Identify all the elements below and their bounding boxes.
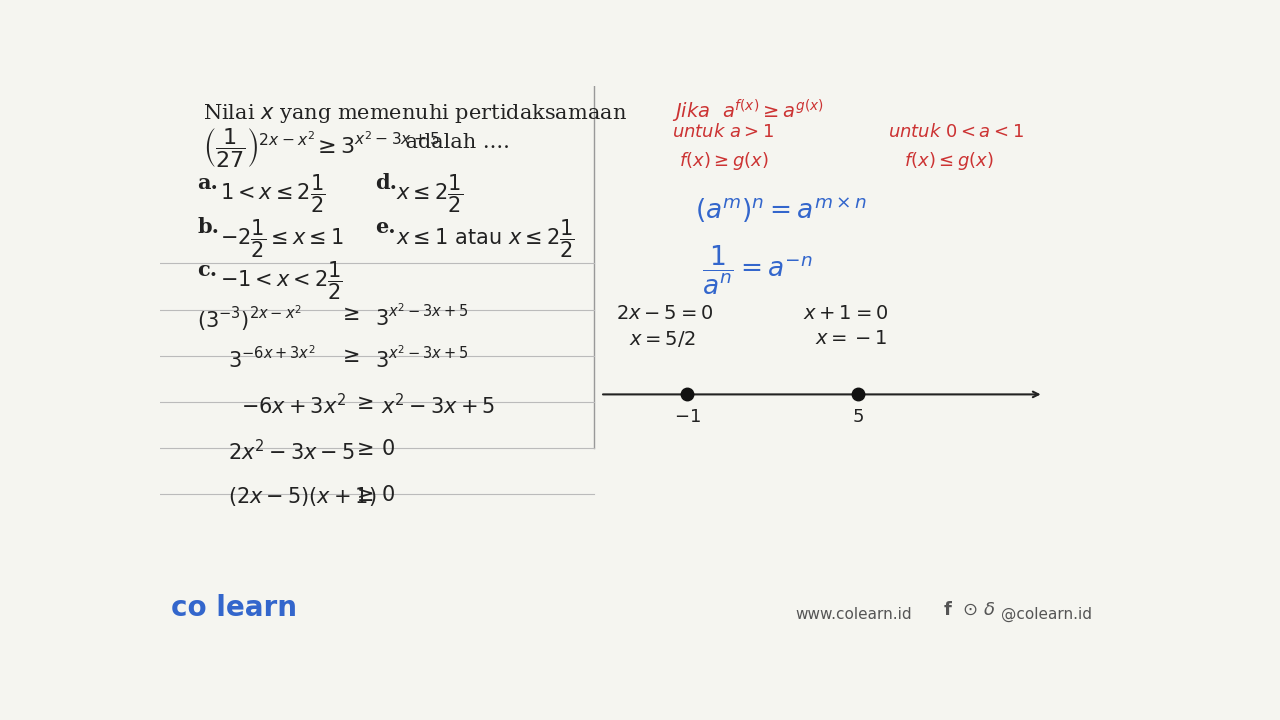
Text: a.: a. [197,173,218,193]
Text: $\geq$: $\geq$ [352,439,374,459]
Text: $\geq 3^{x^2-3x+5}$: $\geq 3^{x^2-3x+5}$ [314,131,440,158]
Text: $\geq$: $\geq$ [352,485,374,505]
Text: $\delta$: $\delta$ [983,601,996,619]
Text: $-6x+3x^2$: $-6x+3x^2$ [242,393,347,418]
Text: b.: b. [197,217,219,238]
Text: $3^{x^2-3x+5}$: $3^{x^2-3x+5}$ [375,304,468,330]
Text: $(2x-5)(x+1)$: $(2x-5)(x+1)$ [228,485,376,508]
Text: untuk $0<a<1$: untuk $0<a<1$ [888,123,1024,141]
Text: untuk $a>1$: untuk $a>1$ [672,123,774,141]
Text: $x \leq 1$ atau $x \leq 2\dfrac{1}{2}$: $x \leq 1$ atau $x \leq 2\dfrac{1}{2}$ [397,217,575,260]
Text: $x=5/2$: $x=5/2$ [628,329,695,349]
Text: $x \leq 2\dfrac{1}{2}$: $x \leq 2\dfrac{1}{2}$ [397,173,463,215]
Text: $\dfrac{1}{a^n} = a^{-n}$: $\dfrac{1}{a^n} = a^{-n}$ [703,244,813,297]
Text: Nilai $x$ yang memenuhi pertidaksamaan: Nilai $x$ yang memenuhi pertidaksamaan [202,102,626,125]
Text: d.: d. [375,173,398,193]
Text: adalah ....: adalah .... [398,132,509,152]
Text: Jika  $a^{f(x)} \geq a^{g(x)}$: Jika $a^{f(x)} \geq a^{g(x)}$ [672,98,823,125]
Text: $f(x) \leq g(x)$: $f(x) \leq g(x)$ [904,150,993,171]
Text: $\geq$: $\geq$ [352,393,374,413]
Text: $\left(3^{-3}\right)^{2x-x^2}$: $\left(3^{-3}\right)^{2x-x^2}$ [197,304,302,333]
Text: $2x-5=0$: $2x-5=0$ [616,304,713,323]
Text: $1 < x \leq 2\dfrac{1}{2}$: $1 < x \leq 2\dfrac{1}{2}$ [220,173,326,215]
Text: @colearn.id: @colearn.id [1001,606,1092,621]
Text: $0$: $0$ [381,485,394,505]
Text: $2x^2-3x-5$: $2x^2-3x-5$ [228,439,355,464]
Text: $\left(\dfrac{1}{27}\right)^{2x-x^2}$: $\left(\dfrac{1}{27}\right)^{2x-x^2}$ [202,127,315,169]
Text: $0$: $0$ [381,439,394,459]
Text: $(a^m)^n = a^{m \times n}$: $(a^m)^n = a^{m \times n}$ [695,196,867,225]
Text: co learn: co learn [170,593,297,621]
Text: $x=-1$: $x=-1$ [815,329,887,348]
Text: $\mathbf{f}$: $\mathbf{f}$ [943,601,952,619]
Text: c.: c. [197,260,218,279]
Text: $3^{-6x+3x^2}$: $3^{-6x+3x^2}$ [228,346,316,372]
Text: $5$: $5$ [851,408,864,426]
Text: $\odot$: $\odot$ [963,601,978,619]
Text: $x+1=0$: $x+1=0$ [804,304,888,323]
Text: $-1$: $-1$ [673,408,700,426]
Text: e.: e. [375,217,396,238]
Text: $3^{x^2-3x+5}$: $3^{x^2-3x+5}$ [375,346,468,372]
Text: $f(x) \geq g(x)$: $f(x) \geq g(x)$ [680,150,769,171]
Text: $\geq$: $\geq$ [338,304,360,323]
Text: www.colearn.id: www.colearn.id [795,606,913,621]
Text: $\geq$: $\geq$ [338,346,360,366]
Text: $x^2-3x+5$: $x^2-3x+5$ [381,393,495,418]
Text: $-2\dfrac{1}{2} \leq x \leq 1$: $-2\dfrac{1}{2} \leq x \leq 1$ [220,217,344,260]
Text: $-1 < x < 2\dfrac{1}{2}$: $-1 < x < 2\dfrac{1}{2}$ [220,260,343,302]
